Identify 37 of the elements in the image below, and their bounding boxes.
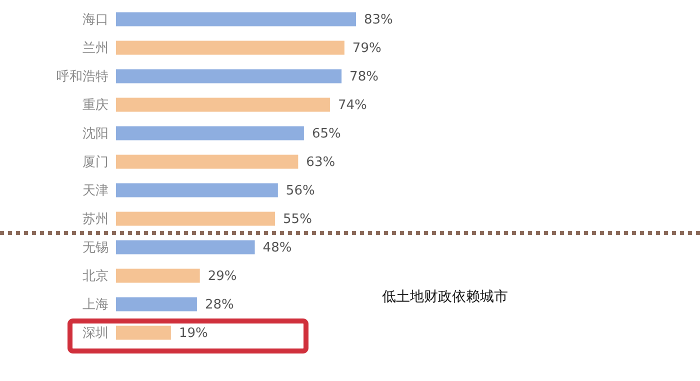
data-label: 19%: [178, 326, 208, 341]
y-tick-label: 重庆: [82, 98, 108, 113]
y-tick-label: 天津: [82, 183, 108, 198]
data-label: 78%: [350, 69, 378, 84]
data-label: 63%: [306, 154, 336, 170]
data-label: 56%: [286, 183, 315, 198]
y-tick-label: 兰州: [82, 40, 108, 56]
y-tick-label: 厦门: [82, 154, 108, 170]
y-tick-label: 北京: [82, 268, 108, 284]
bar: [116, 297, 197, 312]
y-tick-label: 无锡: [82, 240, 108, 256]
bar: [116, 12, 356, 26]
y-tick-label: 深圳: [82, 326, 108, 341]
bar: [116, 98, 330, 112]
data-label: 28%: [204, 297, 234, 312]
bar: [116, 40, 344, 55]
bar: [116, 326, 171, 340]
y-tick-label: 上海: [82, 297, 108, 312]
bar: [116, 240, 255, 254]
y-tick-label: 海口: [82, 12, 108, 28]
data-label: 83%: [364, 12, 393, 28]
data-label: 55%: [283, 212, 312, 227]
bar: [116, 69, 342, 84]
bar: [116, 126, 304, 140]
data-label: 79%: [352, 40, 382, 56]
data-label: 29%: [208, 268, 237, 284]
text: 低土地财政依赖城市: [382, 289, 508, 305]
data-label: 48%: [262, 240, 292, 256]
bar: [116, 268, 200, 283]
data-label: 65%: [312, 126, 341, 142]
y-tick-label: 沈阳: [82, 126, 108, 142]
y-tick-label: 苏州: [82, 212, 108, 227]
data-label: 74%: [338, 98, 367, 113]
bar: [116, 154, 298, 169]
bar: [116, 183, 278, 198]
bar: [116, 212, 276, 226]
y-tick-label: 呼和浩特: [56, 69, 108, 84]
